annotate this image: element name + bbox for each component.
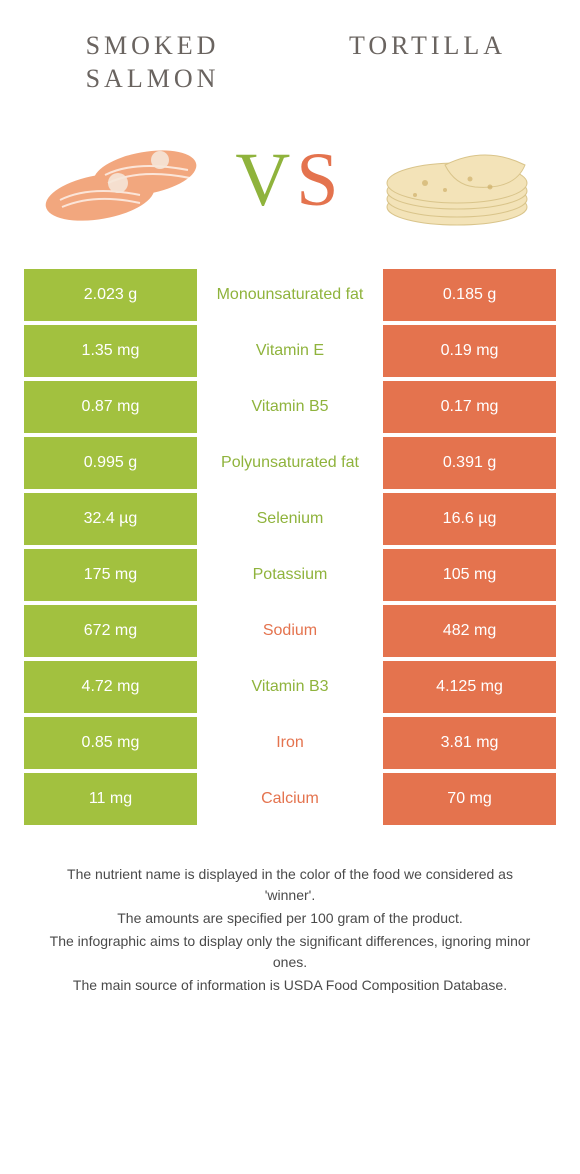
table-row: 1.35 mgVitamin E0.19 mg bbox=[24, 325, 556, 377]
header: SMOKED SALMON TORTILLA bbox=[20, 30, 560, 95]
value-right: 4.125 mg bbox=[383, 661, 556, 713]
table-row: 11 mgCalcium70 mg bbox=[24, 773, 556, 825]
nutrient-label: Monounsaturated fat bbox=[201, 269, 379, 321]
table-row: 0.87 mgVitamin B50.17 mg bbox=[24, 381, 556, 433]
infographic-container: SMOKED SALMON TORTILLA VS bbox=[0, 0, 580, 1018]
value-left: 32.4 µg bbox=[24, 493, 197, 545]
footer-line: The amounts are specified per 100 gram o… bbox=[40, 908, 540, 929]
tortilla-image bbox=[375, 120, 540, 240]
value-right: 70 mg bbox=[383, 773, 556, 825]
vs-v: V bbox=[235, 137, 296, 224]
table-row: 0.995 gPolyunsaturated fat0.391 g bbox=[24, 437, 556, 489]
footer-line: The infographic aims to display only the… bbox=[40, 931, 540, 973]
nutrient-label: Calcium bbox=[201, 773, 379, 825]
value-left: 175 mg bbox=[24, 549, 197, 601]
nutrient-label: Sodium bbox=[201, 605, 379, 657]
value-left: 0.995 g bbox=[24, 437, 197, 489]
nutrient-label: Vitamin B3 bbox=[201, 661, 379, 713]
table-row: 32.4 µgSelenium16.6 µg bbox=[24, 493, 556, 545]
value-right: 0.391 g bbox=[383, 437, 556, 489]
nutrient-label: Polyunsaturated fat bbox=[201, 437, 379, 489]
image-row: VS bbox=[20, 110, 560, 265]
value-left: 4.72 mg bbox=[24, 661, 197, 713]
table-row: 4.72 mgVitamin B34.125 mg bbox=[24, 661, 556, 713]
value-right: 482 mg bbox=[383, 605, 556, 657]
footer-line: The nutrient name is displayed in the co… bbox=[40, 864, 540, 906]
nutrient-label: Potassium bbox=[201, 549, 379, 601]
vs-label: VS bbox=[235, 137, 344, 224]
nutrient-label: Iron bbox=[201, 717, 379, 769]
footer-line: The main source of information is USDA F… bbox=[40, 975, 540, 996]
nutrient-label: Selenium bbox=[201, 493, 379, 545]
value-left: 672 mg bbox=[24, 605, 197, 657]
nutrient-table: 2.023 gMonounsaturated fat0.185 g1.35 mg… bbox=[20, 265, 560, 829]
value-right: 0.19 mg bbox=[383, 325, 556, 377]
food-title-right: TORTILLA bbox=[315, 30, 540, 63]
value-left: 2.023 g bbox=[24, 269, 197, 321]
value-left: 1.35 mg bbox=[24, 325, 197, 377]
table-row: 672 mgSodium482 mg bbox=[24, 605, 556, 657]
value-right: 0.185 g bbox=[383, 269, 556, 321]
value-right: 105 mg bbox=[383, 549, 556, 601]
value-left: 11 mg bbox=[24, 773, 197, 825]
vs-s: S bbox=[296, 137, 344, 224]
value-left: 0.85 mg bbox=[24, 717, 197, 769]
nutrient-label: Vitamin E bbox=[201, 325, 379, 377]
value-right: 16.6 µg bbox=[383, 493, 556, 545]
value-left: 0.87 mg bbox=[24, 381, 197, 433]
table-row: 0.85 mgIron3.81 mg bbox=[24, 717, 556, 769]
footer-notes: The nutrient name is displayed in the co… bbox=[20, 864, 560, 996]
table-row: 2.023 gMonounsaturated fat0.185 g bbox=[24, 269, 556, 321]
value-right: 3.81 mg bbox=[383, 717, 556, 769]
nutrient-label: Vitamin B5 bbox=[201, 381, 379, 433]
salmon-image bbox=[40, 120, 205, 240]
table-row: 175 mgPotassium105 mg bbox=[24, 549, 556, 601]
food-title-left: SMOKED SALMON bbox=[40, 30, 265, 95]
value-right: 0.17 mg bbox=[383, 381, 556, 433]
